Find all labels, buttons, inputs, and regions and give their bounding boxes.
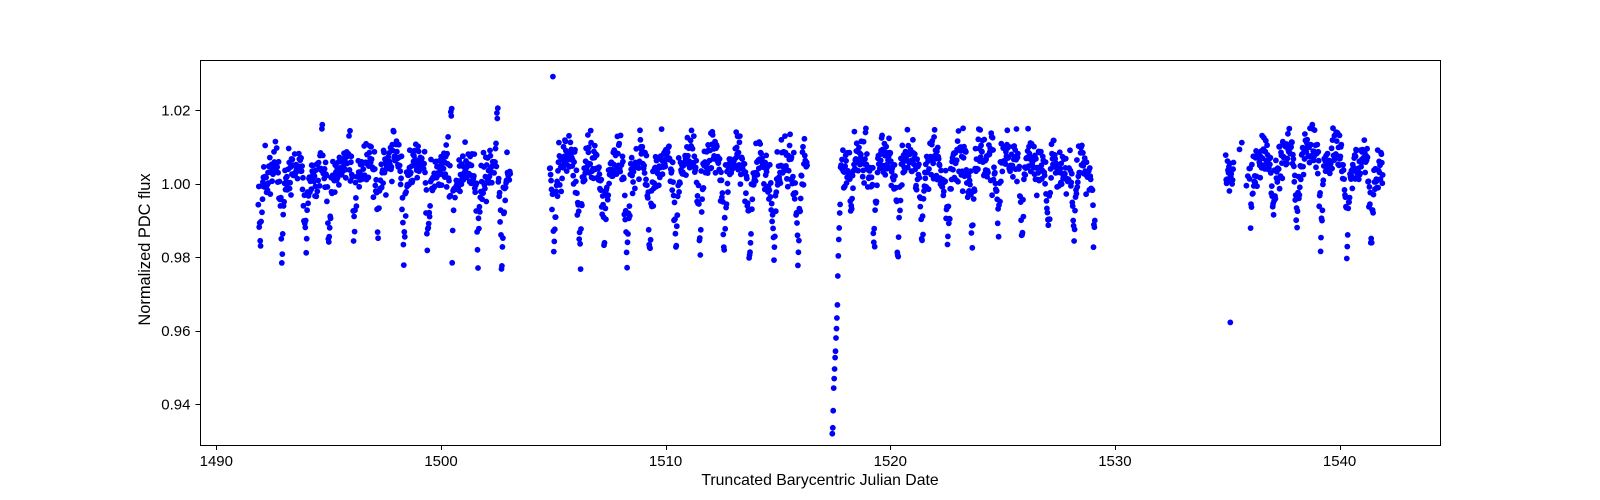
svg-text:1.00: 1.00	[161, 176, 190, 193]
svg-text:Normalized PDC flux: Normalized PDC flux	[136, 173, 154, 326]
svg-text:1.02: 1.02	[161, 103, 190, 120]
svg-text:0.98: 0.98	[161, 250, 190, 267]
svg-text:1530: 1530	[1098, 453, 1131, 470]
svg-text:1520: 1520	[874, 453, 907, 470]
svg-text:1490: 1490	[200, 453, 233, 470]
svg-text:0.96: 0.96	[161, 323, 190, 340]
svg-text:Truncated Barycentric Julian D: Truncated Barycentric Julian Date	[701, 472, 939, 489]
svg-text:1500: 1500	[424, 453, 457, 470]
svg-text:0.94: 0.94	[161, 397, 190, 414]
svg-text:1510: 1510	[649, 453, 682, 470]
svg-text:1540: 1540	[1323, 453, 1356, 470]
